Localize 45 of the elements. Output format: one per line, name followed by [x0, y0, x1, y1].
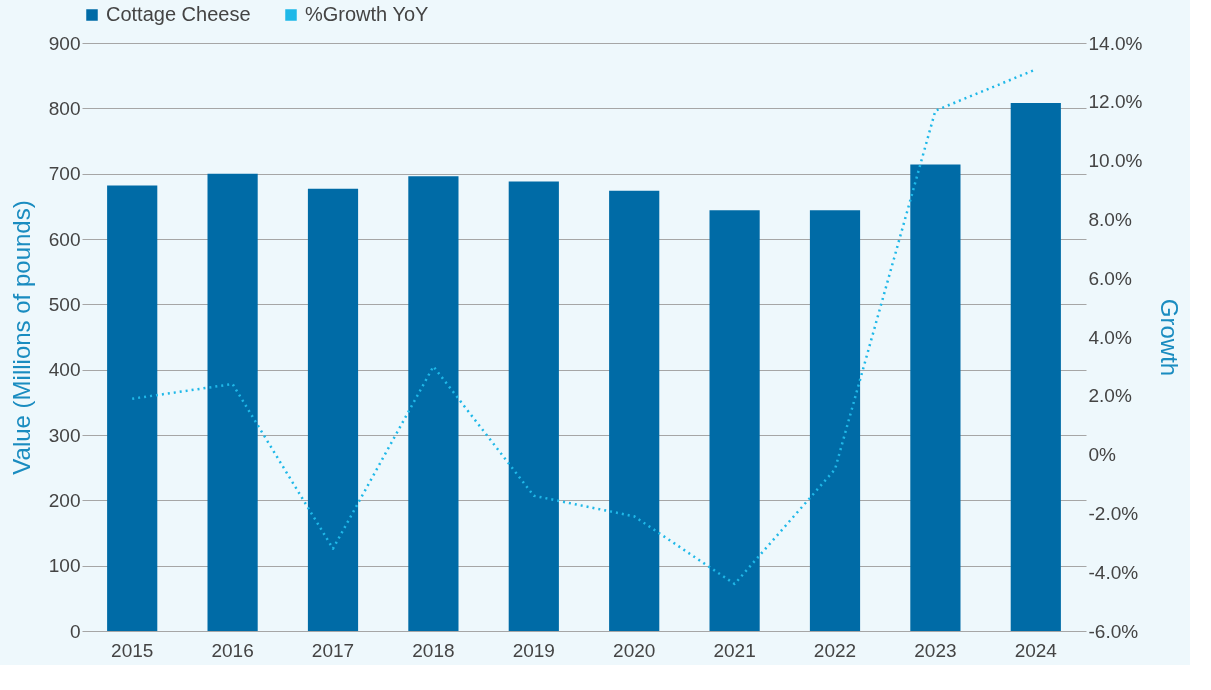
y2-tick-label: -4.0% — [1088, 561, 1139, 583]
bar — [609, 190, 660, 631]
y2-tick-label: 6.0% — [1088, 267, 1132, 289]
y-tick-label: 700 — [48, 163, 81, 185]
bar — [1010, 103, 1061, 631]
bar — [709, 210, 760, 631]
x-tick-label: 2022 — [813, 639, 857, 661]
bar — [508, 181, 559, 631]
x-tick-label: 2024 — [1014, 639, 1058, 661]
x-tick-label: 2017 — [311, 639, 355, 661]
y2-tick-label: 2.0% — [1088, 385, 1132, 407]
y-tick-label: 600 — [48, 228, 81, 250]
y2-tick-label: 8.0% — [1088, 208, 1132, 230]
x-tick-label: 2019 — [512, 639, 555, 661]
y-tick-label: 900 — [48, 32, 81, 54]
x-tick-label: 2020 — [613, 639, 656, 661]
y-tick-label: 100 — [48, 555, 81, 577]
y-tick-label: 0 — [69, 620, 81, 642]
bar — [809, 210, 861, 631]
y2-tick-label: -2.0% — [1088, 502, 1139, 524]
y2-tick-label: 0% — [1088, 444, 1117, 466]
bar — [207, 173, 258, 631]
x-tick-label: 2023 — [914, 639, 957, 661]
x-tick-label: 2015 — [111, 639, 154, 661]
y2-tick-label: -6.0% — [1088, 620, 1139, 642]
bar — [107, 185, 158, 631]
legend-label: Cottage Cheese — [106, 3, 251, 25]
y-tick-label: 800 — [48, 97, 81, 119]
bar — [307, 188, 359, 631]
y-axis-title: Value (Millions of pounds) — [7, 200, 35, 475]
y-tick-label: 400 — [48, 359, 81, 381]
y2-tick-label: 14.0% — [1088, 32, 1143, 54]
y-tick-label: 200 — [48, 489, 81, 511]
bar — [408, 176, 459, 631]
y-tick-label: 300 — [48, 424, 81, 446]
y2-tick-label: 12.0% — [1088, 91, 1143, 113]
y2-tick-label: 10.0% — [1088, 150, 1143, 172]
x-tick-label: 2021 — [713, 639, 756, 661]
x-tick-label: 2016 — [211, 639, 254, 661]
bar — [910, 164, 961, 631]
y-tick-label: 500 — [48, 293, 81, 315]
x-tick-label: 2018 — [412, 639, 455, 661]
legend-label: %Growth YoY — [305, 3, 429, 25]
y2-axis-title: Growth — [1156, 298, 1184, 377]
y2-tick-label: 4.0% — [1088, 326, 1132, 348]
